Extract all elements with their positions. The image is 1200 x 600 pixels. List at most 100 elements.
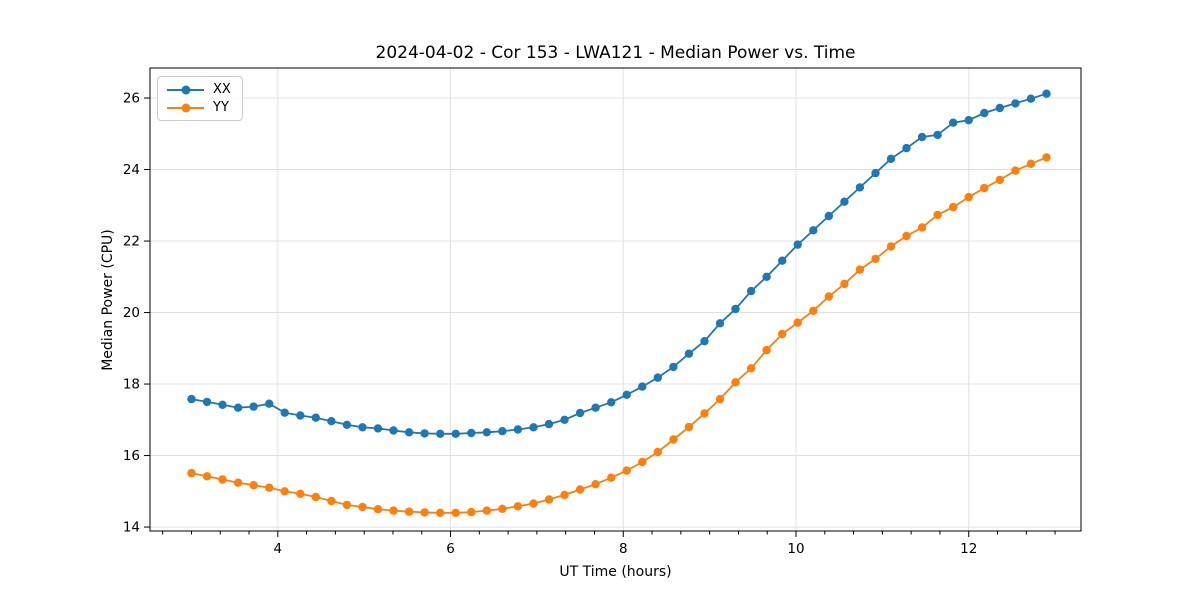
data-point-yy bbox=[653, 447, 662, 457]
data-point-yy bbox=[917, 223, 927, 232]
data-point-yy bbox=[700, 409, 709, 418]
data-point-yy bbox=[202, 472, 212, 481]
data-point-yy bbox=[451, 508, 460, 517]
data-point-yy bbox=[311, 492, 320, 502]
y-tick-label: 20 bbox=[123, 305, 140, 321]
data-point-xx bbox=[902, 143, 911, 153]
data-point-xx bbox=[886, 154, 896, 163]
data-point-xx bbox=[342, 420, 352, 429]
data-point-yy bbox=[902, 231, 911, 241]
data-point-yy bbox=[949, 202, 958, 212]
data-point-xx bbox=[1026, 94, 1036, 103]
data-point-xx bbox=[233, 403, 243, 412]
data-point-yy bbox=[715, 394, 725, 404]
data-point-xx bbox=[404, 428, 414, 437]
data-point-xx bbox=[917, 132, 927, 142]
data-point-xx bbox=[995, 103, 1004, 113]
data-point-xx bbox=[420, 429, 429, 438]
data-point-yy bbox=[342, 500, 352, 510]
data-point-yy bbox=[575, 485, 585, 494]
data-point-yy bbox=[607, 473, 616, 482]
data-point-xx bbox=[871, 168, 880, 178]
data-point-xx bbox=[778, 256, 787, 265]
legend-label-yy: YY bbox=[213, 100, 229, 115]
data-point-xx bbox=[451, 429, 460, 438]
data-point-yy bbox=[233, 478, 243, 487]
x-axis-label: UT Time (hours) bbox=[559, 564, 672, 580]
data-point-yy bbox=[404, 507, 414, 516]
legend-label-xx: XX bbox=[213, 82, 231, 97]
data-point-yy bbox=[389, 506, 398, 515]
data-point-yy bbox=[544, 495, 554, 504]
legend: XX YY bbox=[157, 76, 243, 121]
data-point-yy bbox=[327, 496, 336, 506]
data-point-yy bbox=[265, 483, 274, 492]
data-point-xx bbox=[933, 130, 942, 140]
data-point-yy bbox=[964, 192, 973, 202]
data-point-yy bbox=[436, 508, 445, 517]
y-tick-label: 14 bbox=[123, 520, 140, 536]
data-point-xx bbox=[762, 272, 771, 281]
data-point-xx bbox=[202, 397, 212, 407]
x-tick-label: 4 bbox=[274, 541, 283, 557]
data-point-yy bbox=[638, 457, 647, 467]
data-point-xx bbox=[358, 423, 367, 432]
legend-line-marker-icon bbox=[167, 101, 204, 114]
x-tick-label: 8 bbox=[619, 541, 628, 557]
y-tick-label: 18 bbox=[123, 377, 140, 393]
data-point-yy bbox=[886, 242, 896, 251]
data-point-xx bbox=[700, 337, 709, 346]
data-point-xx bbox=[187, 394, 196, 404]
data-point-xx bbox=[544, 419, 554, 429]
data-point-xx bbox=[715, 319, 725, 328]
y-tick-label: 16 bbox=[123, 448, 140, 464]
data-point-yy bbox=[218, 475, 227, 484]
data-point-xx bbox=[746, 286, 756, 296]
data-point-xx bbox=[980, 108, 989, 118]
x-tick-label: 10 bbox=[787, 541, 804, 557]
data-point-xx bbox=[824, 211, 833, 221]
data-point-yy bbox=[871, 254, 880, 264]
data-point-xx bbox=[1011, 99, 1020, 108]
data-point-xx bbox=[684, 349, 694, 358]
data-point-yy bbox=[793, 318, 802, 327]
data-point-xx bbox=[855, 183, 865, 192]
data-point-yy bbox=[420, 508, 429, 517]
data-point-yy bbox=[591, 480, 600, 489]
data-point-yy bbox=[669, 435, 678, 444]
data-point-xx bbox=[575, 408, 585, 418]
data-point-yy bbox=[1011, 166, 1020, 175]
data-point-xx bbox=[793, 240, 802, 249]
data-point-xx bbox=[280, 408, 289, 417]
data-point-xx bbox=[591, 403, 600, 412]
data-point-yy bbox=[296, 489, 305, 498]
data-point-yy bbox=[995, 175, 1004, 185]
data-point-xx bbox=[840, 197, 849, 206]
data-point-xx bbox=[513, 425, 523, 434]
x-tick-label: 6 bbox=[446, 541, 455, 557]
series-line-xx bbox=[191, 92, 1047, 435]
data-point-yy bbox=[482, 506, 491, 515]
data-point-xx bbox=[809, 226, 818, 235]
data-point-xx bbox=[949, 118, 958, 127]
data-point-xx bbox=[467, 428, 476, 438]
data-point-yy bbox=[280, 487, 289, 496]
y-tick-label: 24 bbox=[123, 162, 140, 178]
chart-title: 2024-04-02 - Cor 153 - LWA121 - Median P… bbox=[375, 43, 856, 63]
data-point-yy bbox=[622, 466, 631, 475]
x-tick-label: 12 bbox=[960, 541, 977, 557]
series-line-yy bbox=[191, 156, 1047, 514]
data-point-xx bbox=[482, 428, 491, 437]
data-point-yy bbox=[809, 306, 818, 315]
data-point-yy bbox=[249, 481, 258, 490]
data-point-yy bbox=[684, 422, 694, 432]
data-point-xx bbox=[560, 415, 569, 424]
data-point-xx bbox=[1042, 89, 1051, 98]
data-point-yy bbox=[762, 345, 771, 355]
data-point-xx bbox=[249, 402, 258, 411]
data-point-yy bbox=[560, 490, 569, 500]
data-point-yy bbox=[529, 499, 538, 508]
data-point-xx bbox=[327, 417, 336, 426]
data-point-xx bbox=[373, 424, 383, 433]
